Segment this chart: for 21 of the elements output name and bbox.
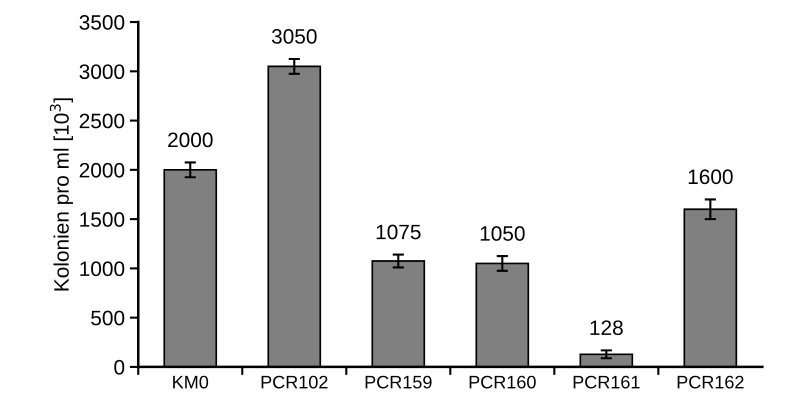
y-tick-label: 3000 (80, 64, 124, 80)
data-label: 1050 (480, 226, 525, 241)
data-label: 1075 (376, 224, 421, 240)
y-tick-label: 0 (114, 360, 124, 375)
y-tick-label: 2500 (80, 114, 124, 128)
data-label: 128 (590, 320, 623, 336)
x-tick-label: PCR162 (678, 376, 744, 389)
data-label: 3050 (272, 29, 317, 44)
x-tick-label: PCR160 (470, 376, 536, 389)
x-tick-label: PCR102 (262, 376, 328, 389)
x-tick-label: PCR161 (574, 376, 640, 389)
y-tick-label: 500 (91, 310, 124, 326)
data-label: 2000 (168, 132, 213, 148)
y-axis-title: Kolonien pro ml [10$^{3}$] (50, 98, 73, 290)
x-tick-label: PCR159 (366, 376, 432, 389)
y-tick-label: 2000 (80, 162, 124, 178)
y-tick-label: 1000 (80, 261, 124, 276)
y-tick-label: 1500 (80, 212, 124, 227)
data-label: 1600 (688, 169, 733, 184)
x-tick-label: KM0 (173, 376, 208, 389)
y-tick-label: 3500 (80, 15, 124, 30)
